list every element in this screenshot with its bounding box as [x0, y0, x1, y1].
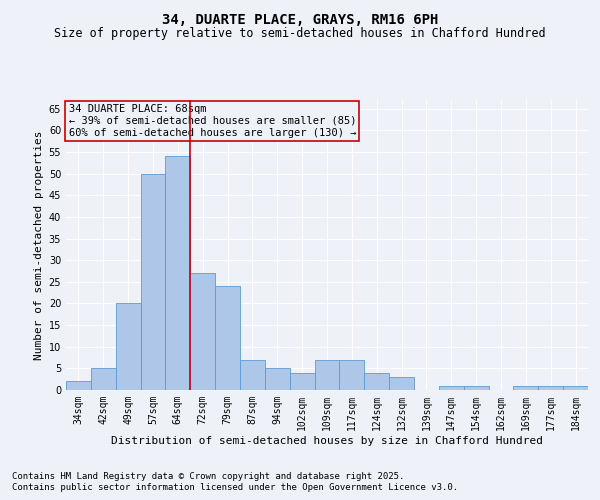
Bar	[66, 382, 91, 390]
Text: 34 DUARTE PLACE: 68sqm
← 39% of semi-detached houses are smaller (85)
60% of sem: 34 DUARTE PLACE: 68sqm ← 39% of semi-det…	[68, 104, 356, 138]
Bar	[290, 372, 314, 390]
Bar	[140, 174, 166, 390]
Bar	[314, 360, 340, 390]
Bar	[514, 386, 538, 390]
Text: Size of property relative to semi-detached houses in Chafford Hundred: Size of property relative to semi-detach…	[54, 28, 546, 40]
Text: 34, DUARTE PLACE, GRAYS, RM16 6PH: 34, DUARTE PLACE, GRAYS, RM16 6PH	[162, 12, 438, 26]
Bar	[265, 368, 290, 390]
Text: Contains HM Land Registry data © Crown copyright and database right 2025.: Contains HM Land Registry data © Crown c…	[12, 472, 404, 481]
Bar	[538, 386, 563, 390]
Bar	[464, 386, 488, 390]
Bar	[166, 156, 190, 390]
Y-axis label: Number of semi-detached properties: Number of semi-detached properties	[34, 130, 44, 360]
Bar	[340, 360, 364, 390]
X-axis label: Distribution of semi-detached houses by size in Chafford Hundred: Distribution of semi-detached houses by …	[111, 436, 543, 446]
Bar	[240, 360, 265, 390]
Bar	[190, 273, 215, 390]
Bar	[439, 386, 464, 390]
Text: Contains public sector information licensed under the Open Government Licence v3: Contains public sector information licen…	[12, 484, 458, 492]
Bar	[389, 377, 414, 390]
Bar	[116, 304, 140, 390]
Bar	[364, 372, 389, 390]
Bar	[215, 286, 240, 390]
Bar	[563, 386, 588, 390]
Bar	[91, 368, 116, 390]
